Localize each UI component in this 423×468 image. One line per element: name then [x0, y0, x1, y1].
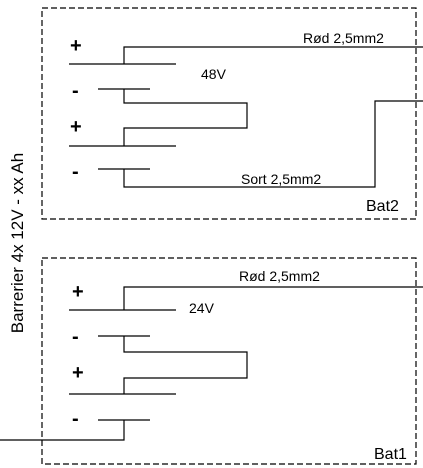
bat2-series-link: [123, 89, 248, 146]
bat2-sign-4: -: [72, 161, 79, 183]
bat1-red-wire: [123, 286, 423, 310]
bat1-title: Bat1: [374, 446, 407, 463]
bat1-sign-2: -: [72, 326, 79, 348]
bat2-title: Bat2: [366, 198, 399, 215]
bat1-enclosure: [41, 257, 417, 465]
bat1-black-wire: [0, 420, 125, 441]
bat1-voltage-label: 24V: [189, 300, 215, 316]
bat2-sign-1: +: [70, 35, 82, 57]
bat1-sign-4: -: [72, 408, 79, 430]
bat1-group: + - + - Rød 2,5mm2 24V Bat1: [0, 257, 423, 465]
bat2-red-wire: [123, 46, 423, 64]
bat1-sign-3: +: [72, 362, 84, 384]
bat1-series-link: [123, 336, 248, 394]
battery-bank-label: Barrerier 4x 12V - xx Ah: [8, 153, 27, 333]
bat1-red-wire-label: Rød 2,5mm2: [239, 268, 320, 284]
bat2-group: + - + - Rød 2,5mm2 48V Sort 2,5mm2 Bat2: [41, 7, 423, 220]
bat2-enclosure: [41, 7, 417, 220]
bat1-sign-1: +: [72, 281, 84, 303]
bat2-red-wire-label: Rød 2,5mm2: [303, 30, 384, 46]
bat2-voltage-label: 48V: [201, 66, 227, 82]
bat2-black-wire-label: Sort 2,5mm2: [241, 171, 321, 187]
bat2-black-wire: [123, 100, 423, 188]
bat2-sign-3: +: [70, 116, 82, 138]
bat2-sign-2: -: [72, 80, 79, 102]
